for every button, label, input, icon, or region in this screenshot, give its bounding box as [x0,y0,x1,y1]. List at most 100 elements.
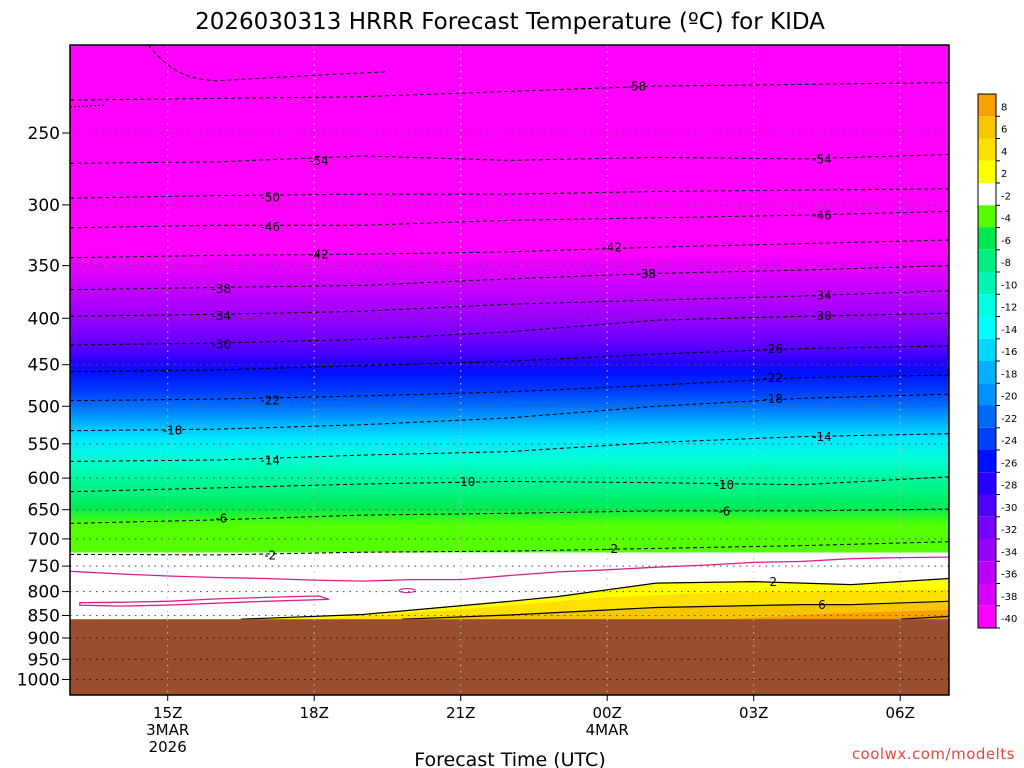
contour-label: -26 [763,342,783,356]
colorbar-label: -38 [1001,592,1017,603]
contour-label: -54 [812,152,832,166]
colorbar-label: -2 [1001,191,1011,202]
above-freezing-patches [240,578,949,620]
contour-label: -42 [602,241,622,255]
colorbar-swatch [978,205,996,228]
contour-label: -22 [763,371,783,385]
colorbar-label: 8 [1001,102,1007,113]
isotherm-solid-6 [402,600,949,620]
x-tick-label: 3MAR [146,721,189,739]
colorbar-swatch [978,94,996,117]
plot-frame [69,44,950,696]
contour-label: 6 [818,598,826,612]
contour-label: -34 [812,288,832,302]
y-tick-label: 350 [28,257,60,277]
contour-label: -54 [309,154,329,168]
contour-label: -22 [260,393,280,407]
colorbar-label: -20 [1001,392,1017,403]
contour-label: -30 [812,309,832,323]
x-tick-label: 00Z [593,704,622,722]
colorbar: 8 6 4 2 -2 -4 -6 -8 -10 -12 -14 -16 -18 -20 -22 -24 -26 -… [977,93,1017,629]
contour-label: -14 [260,454,280,468]
colorbar-label: -10 [1001,280,1017,291]
colorbar-label: 6 [1001,125,1007,136]
colorbar-swatch [978,427,996,451]
isotherm-lines [70,45,949,620]
contour-label: -18 [763,392,783,406]
zero-patch-0 [79,595,330,607]
contour-label: -46 [812,209,832,223]
x-axis-label: Forecast Time (UTC) [414,749,605,768]
chart-title: 2026030313 HRRR Forecast Temperature (ºC… [195,9,825,35]
colorbar-swatch [978,383,996,406]
y-tick-label: 700 [28,530,60,550]
colorbar-label: -16 [1001,347,1017,358]
colorbar-swatch [978,316,996,339]
y-tick-label: 650 [28,501,60,521]
colorbar-label: -12 [1001,303,1017,314]
colorbar-label: -14 [1001,325,1017,336]
y-axis-ticks: 2503003504004505005506006507007508008509… [17,124,70,691]
colorbar-label: -8 [1001,258,1011,269]
x-tick-label: 15Z [153,704,182,722]
y-tick-label: 250 [28,124,60,144]
colorbar-label: -6 [1001,236,1011,247]
contour-label: -14 [812,430,832,444]
colorbar-swatch [978,183,996,206]
contour-label: -46 [260,220,280,234]
contour-label: -2 [264,548,276,562]
y-tick-label: 450 [28,356,60,376]
contour-label: -30 [212,338,232,352]
isotherm-minus-62 [147,45,388,82]
isotherm-solid-2 [240,577,949,620]
colorbar-swatch [978,450,996,473]
colorbar-swatch [978,138,996,161]
y-tick-label: 900 [28,629,60,649]
colorbar-swatch [978,405,996,428]
x-tick-label: 18Z [300,704,329,722]
colorbar-label: 2 [1001,169,1007,180]
contour-labels: -58 -54 -54 -50 -46 -46 -42 -42 -38 -38 -34 -34 -30 -… [163,80,832,612]
colorbar-label: -40 [1001,614,1017,625]
y-tick-label: 500 [28,397,60,417]
colorbar-swatch [978,472,996,495]
colorbar-label: -34 [1001,547,1017,558]
colorbar-swatch [978,249,996,273]
colorbar-label: -24 [1001,436,1017,447]
x-tick-label: 21Z [446,704,475,722]
zero-degree-patch-lines [79,588,416,607]
y-tick-label: 400 [28,309,60,329]
contour-label: -10 [715,478,735,492]
zero-patch-small [398,588,416,594]
y-tick-label: 300 [28,196,60,216]
colorbar-label: -22 [1001,414,1017,425]
colorbar-label: -4 [1001,214,1011,225]
colorbar-swatch [978,160,996,184]
y-tick-label: 800 [28,583,60,603]
contour-label: -58 [627,80,647,94]
colorbar-swatch [978,539,996,562]
colorbar-swatch [978,361,996,384]
colorbar-swatch [978,227,996,250]
colorbar-swatch [978,561,996,584]
contour-label: -38 [636,267,656,281]
contour-label: 2 [769,575,777,589]
plot-area: -58 -54 -54 -50 -46 -46 -42 -42 -38 -38 -34 -34 -30 -… [70,45,949,695]
x-tick-label: 4MAR [586,721,629,739]
grid-lines [70,45,949,695]
contour-label: -42 [309,248,329,262]
colorbar-swatch [978,294,996,317]
colorbar-label: -18 [1001,369,1017,380]
colorbar-swatch [978,583,996,606]
contour-label: -6 [718,504,730,518]
colorbar-label: -30 [1001,503,1017,514]
y-tick-label: 1000 [17,671,60,691]
contour-label: -10 [456,475,476,489]
colorbar-label: 4 [1001,147,1007,158]
y-tick-label: 950 [28,650,60,670]
y-tick-label: 850 [28,607,60,627]
colorbar-swatch [978,272,996,295]
isotherm-solid-10 [900,615,949,620]
contour-label: -2 [606,542,618,556]
